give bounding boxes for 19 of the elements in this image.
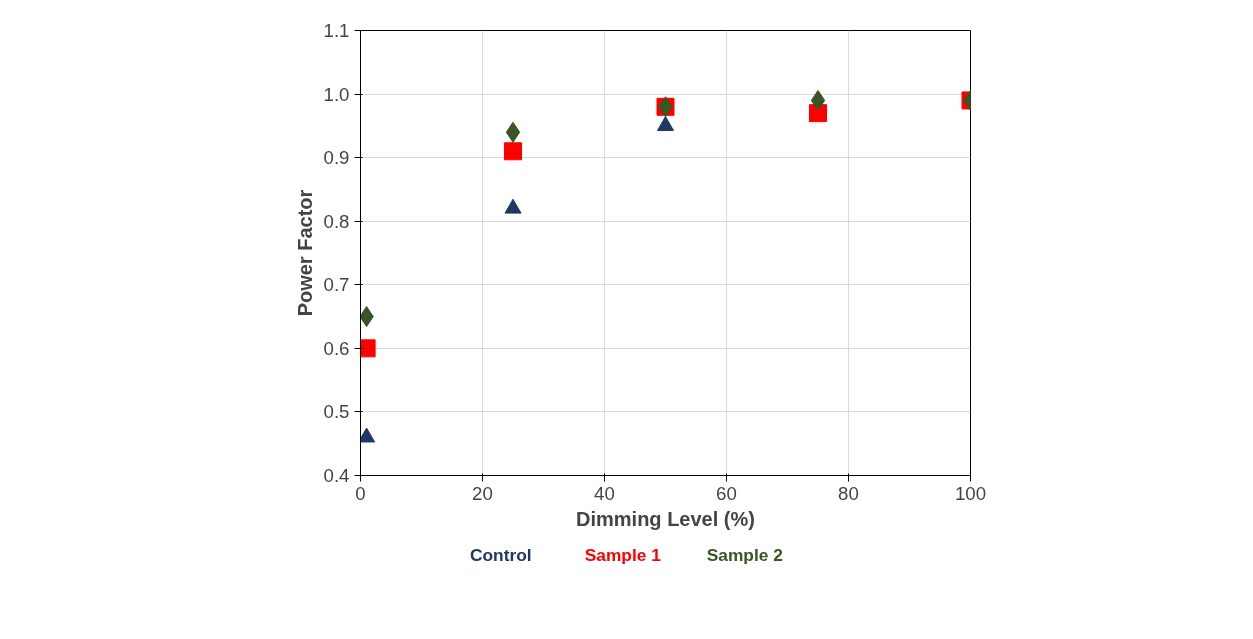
y-tick-label: 1.1	[323, 20, 350, 41]
y-axis-title: Power Factor	[293, 189, 316, 317]
text: Control	[470, 545, 532, 565]
y-tick-label: 0.7	[323, 274, 350, 296]
y-tick-label: 0.5	[323, 401, 350, 423]
x-tick-label: 20	[472, 482, 493, 504]
x-tick-label: 0	[355, 482, 366, 504]
y-tick-label: 0.4	[323, 465, 350, 486]
y-tick-label: 0.9	[323, 147, 350, 169]
y-tick-label: 0.6	[323, 337, 350, 359]
text: Sample 2	[706, 545, 783, 565]
x-tick-label: 40	[594, 482, 615, 504]
y-tick-label: 1.0	[323, 83, 350, 105]
x-tick-label: 80	[838, 482, 859, 504]
x-axis-title: Dimming Level (%)	[576, 507, 755, 530]
y-tick-label: 0.8	[323, 210, 350, 232]
text: Sample 1	[584, 545, 662, 565]
x-tick-label: 100	[954, 482, 987, 504]
x-tick-label: 60	[716, 482, 737, 504]
